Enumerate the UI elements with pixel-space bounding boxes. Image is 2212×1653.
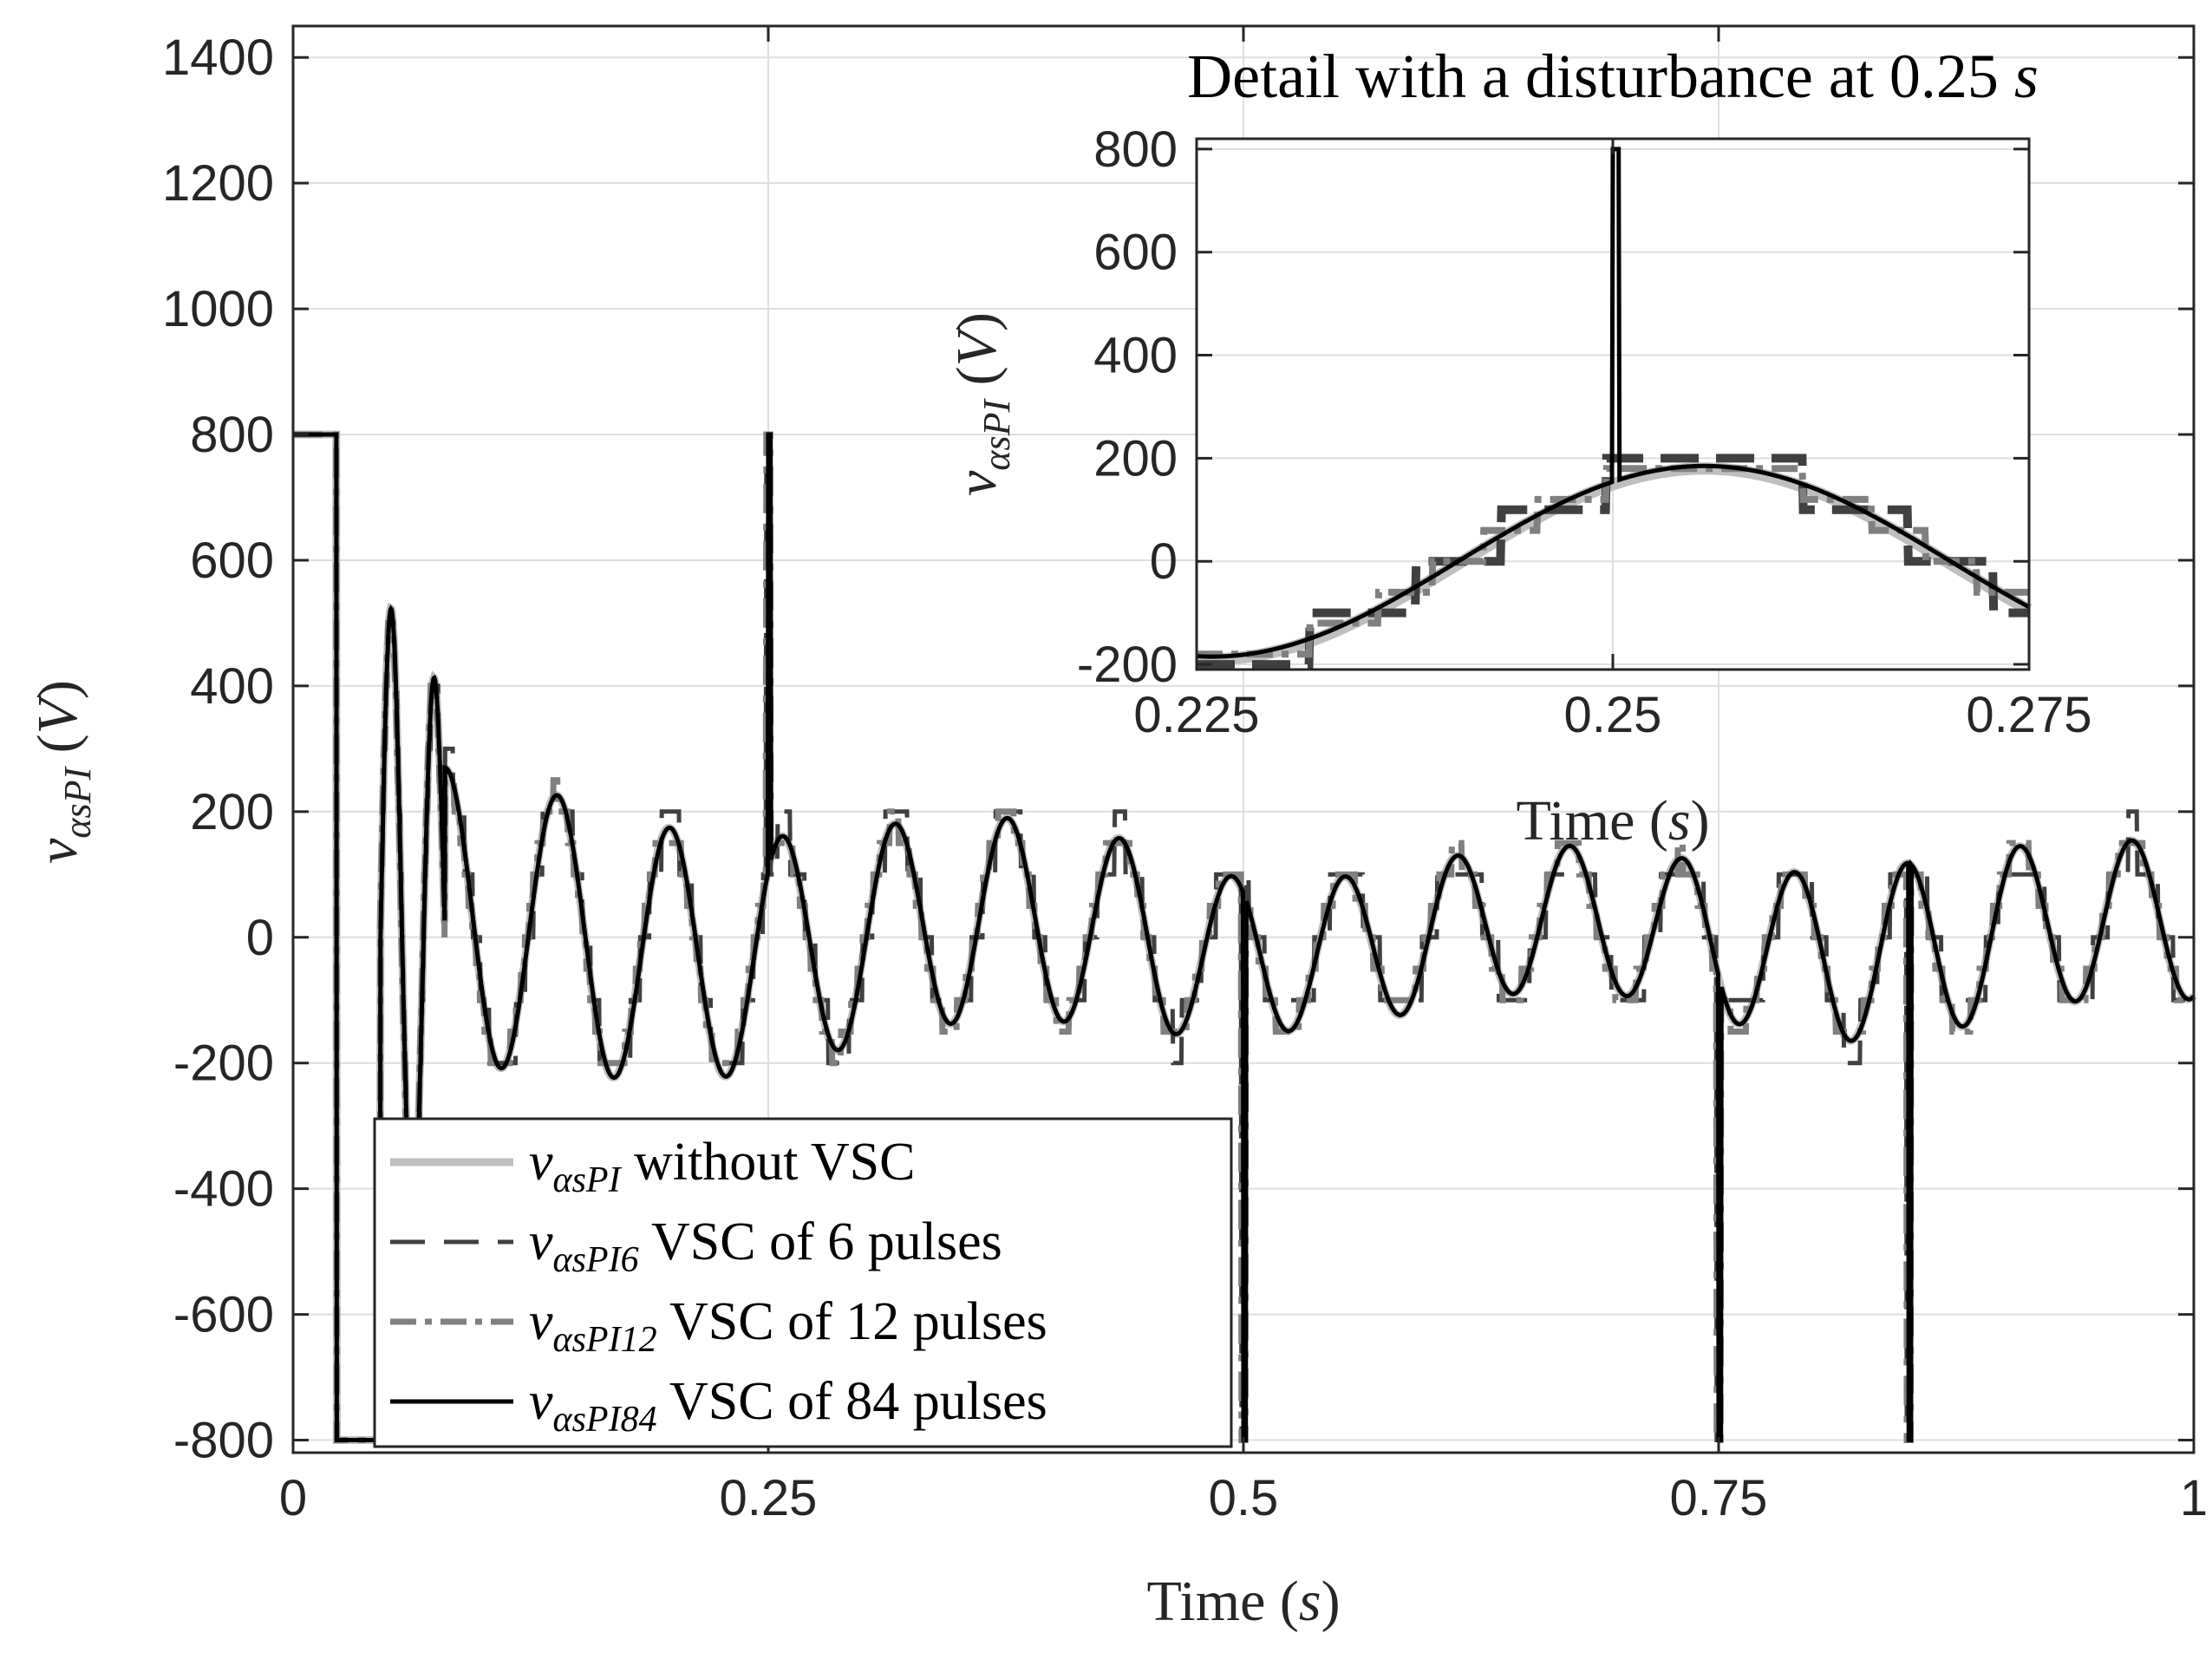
x-tick-label: 0.5: [1209, 1470, 1279, 1526]
legend: vαsPI without VSC vαsPI6 VSC of 6 pulses v…: [373, 1117, 1233, 1448]
y-tick-label: 800: [1093, 121, 1178, 178]
inset-axes: 0.225 0.25 0.275 -200 0 200 400 600 800 Detail w…: [945, 42, 2092, 853]
inset-tick-labels: 0.225 0.25 0.275 -200 0 200 400 600 800: [1077, 121, 2092, 743]
main-x-axis-label: Time (s): [1146, 1570, 1340, 1633]
y-tick-label: 400: [190, 658, 274, 715]
y-tick-label: 800: [190, 407, 274, 463]
x-tick-label: 0.275: [1966, 687, 2091, 743]
y-tick-label: -600: [173, 1287, 274, 1343]
x-tick-label: 1: [2180, 1470, 2208, 1526]
inset-ticks: [1195, 139, 2031, 670]
x-tick-label: 0.225: [1133, 687, 1259, 743]
y-tick-label: 600: [190, 532, 274, 589]
legend-entry-label: vαsPI6 VSC of 6 pulses: [529, 1212, 1002, 1280]
x-tick-label: 0.25: [1564, 687, 1662, 743]
inset-series-without-vsc: [1196, 462, 2033, 666]
y-tick-label: 0: [1150, 533, 1178, 590]
inset-series-vsc-12-pulses: [1197, 465, 2029, 658]
inset-x-axis-label: Time (s): [1516, 789, 1709, 853]
legend-entry-label: vαsPI84 VSC of 84 pulses: [529, 1372, 1047, 1440]
y-tick-label: 200: [190, 784, 274, 840]
x-tick-label: 0: [279, 1470, 307, 1526]
y-tick-label: -200: [1077, 637, 1178, 693]
main-tick-labels: 0 0.25 0.5 0.75 1 -800 -600 -400 -200 0 200 400 600 8…: [162, 29, 2208, 1526]
inset-series: [1196, 147, 2033, 670]
legend-entry-label: vαsPI without VSC: [529, 1133, 916, 1200]
legend-entry-label: vαsPI12 VSC of 12 pulses: [529, 1292, 1047, 1360]
y-tick-label: 0: [246, 910, 274, 966]
inset-title: Detail with a disturbance at 0.25 s: [1187, 42, 2039, 111]
y-tick-label: 1400: [162, 29, 274, 86]
y-tick-label: -400: [173, 1161, 274, 1218]
y-tick-label: 600: [1093, 225, 1178, 281]
legend-box: [373, 1117, 1233, 1448]
y-tick-label: -200: [173, 1036, 274, 1092]
y-tick-label: 1000: [162, 281, 274, 337]
x-tick-label: 0.25: [720, 1470, 818, 1526]
x-tick-label: 0.75: [1670, 1470, 1768, 1526]
y-tick-label: -800: [173, 1413, 274, 1469]
legend-items: vαsPI without VSC vαsPI6 VSC of 6 pulses v…: [390, 1133, 1047, 1440]
y-tick-label: 1200: [162, 155, 274, 212]
y-tick-label: 400: [1093, 328, 1178, 384]
y-tick-label: 200: [1093, 430, 1178, 487]
